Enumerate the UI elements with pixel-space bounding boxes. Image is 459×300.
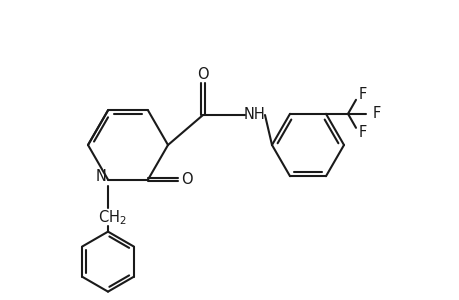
Text: F: F [372, 106, 381, 121]
Text: O: O [181, 172, 192, 187]
Text: N: N [95, 169, 106, 184]
Text: O: O [197, 67, 208, 82]
Text: F: F [358, 125, 366, 140]
Text: CH$_2$: CH$_2$ [97, 208, 126, 227]
Text: NH: NH [244, 106, 265, 122]
Text: F: F [358, 87, 366, 102]
